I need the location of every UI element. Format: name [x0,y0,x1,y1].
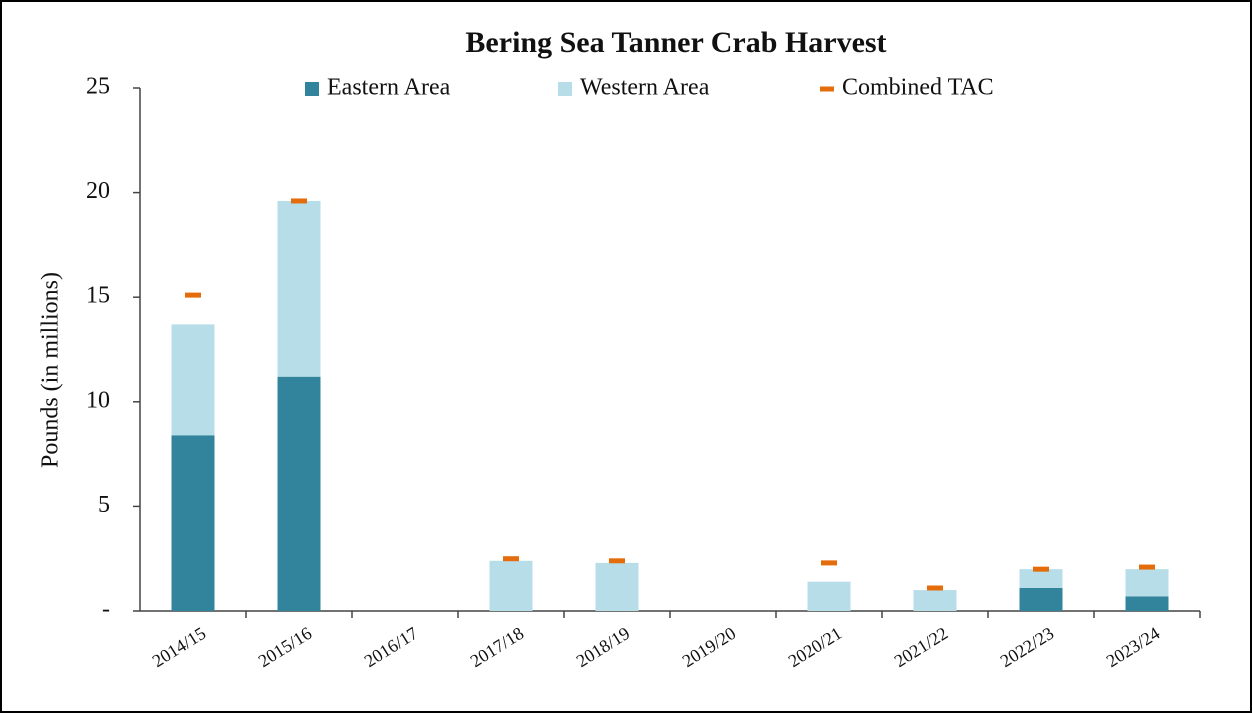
bar-segment [489,560,533,611]
tac-marker [1033,566,1049,572]
bar-segment [1019,587,1063,611]
bar-segment [171,435,215,611]
tac-marker [1139,564,1155,570]
legend-swatch [558,82,572,96]
bar-segment [1019,569,1063,588]
legend-label: Eastern Area [327,75,451,101]
y-tick-label: 10 [86,387,110,413]
bar-segment [913,590,957,611]
bar-segment [277,200,321,377]
legend-label: Combined TAC [842,75,994,101]
bar-segment [1125,569,1169,597]
legend-swatch [305,82,319,96]
chart-title: Bering Sea Tanner Crab Harvest [465,26,886,59]
tac-marker [927,585,943,591]
bar-segment [807,581,851,611]
bar-segment [277,376,321,611]
y-tick-label: - [102,597,110,623]
bar-segment [595,562,639,611]
bar-segment [171,324,215,436]
y-tick-label: 15 [86,283,110,309]
y-axis-label: Pounds (in millions) [38,272,64,468]
tac-marker [291,198,307,204]
legend-label: Western Area [580,75,710,101]
tac-marker [185,292,201,298]
tac-marker [609,558,625,564]
y-tick-label: 25 [86,74,110,100]
bar-segment [1125,596,1169,611]
y-tick-label: 5 [98,492,110,518]
y-tick-label: 20 [86,178,110,204]
tac-marker [821,560,837,566]
legend-swatch [820,86,834,92]
tac-marker [503,556,519,562]
